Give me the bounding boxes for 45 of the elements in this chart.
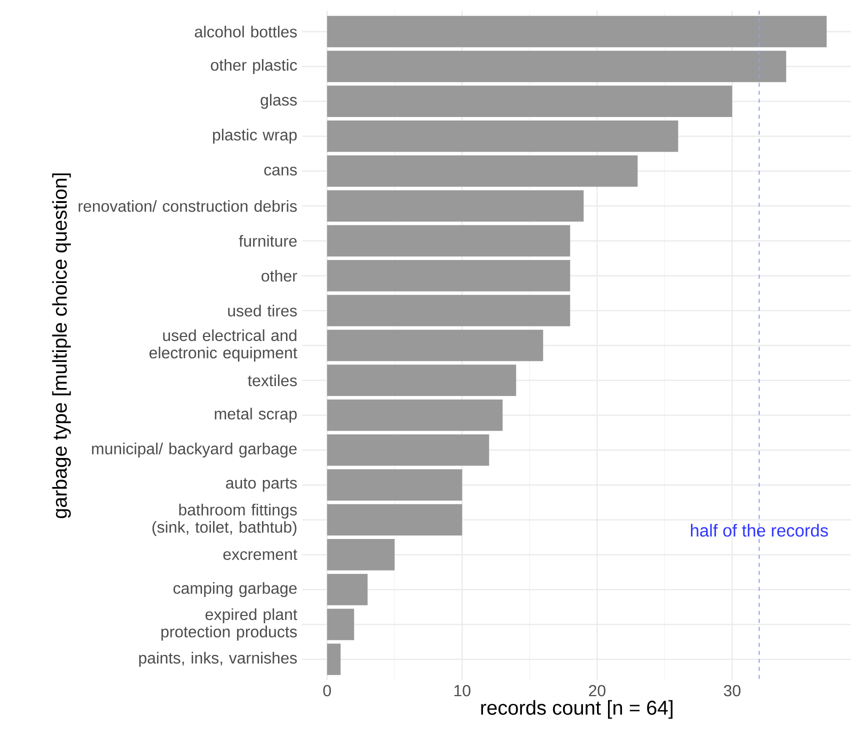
y-tick-label: renovation/ construction debris [78, 200, 297, 212]
bar [327, 330, 544, 362]
x-tick-label: 30 [724, 684, 740, 696]
y-tick-label: other [262, 270, 298, 282]
x-tick-label: 20 [589, 684, 606, 696]
y-tick-label: glass [260, 94, 297, 109]
y-tick-label: expired plant protection products [161, 608, 298, 640]
y-tick-label: other plastic [210, 58, 297, 74]
bar [327, 399, 503, 431]
bar [327, 120, 678, 152]
y-tick-label: furniture [238, 234, 297, 247]
y-tick-label: municipal/ backyard garbage [92, 442, 297, 458]
y-tick-label: paints, inks, varnishes [139, 652, 297, 667]
bar [327, 538, 395, 570]
ref-line-label: half of the records [690, 524, 828, 537]
bar [327, 574, 368, 606]
bar [327, 50, 786, 82]
bar [327, 644, 341, 675]
x-axis-title: records count [n = 64] [481, 700, 672, 719]
bar [327, 364, 516, 396]
bar [327, 434, 490, 466]
y-tick-label: used electrical and electronic equipment [149, 329, 298, 362]
y-tick-label: bathroom fittings (sink, toilet, bathtub) [152, 504, 297, 536]
y-tick-label: cans [264, 166, 297, 176]
y-tick-label: auto parts [226, 478, 297, 492]
bar [327, 469, 462, 501]
y-tick-label: plastic wrap [213, 128, 297, 144]
bar [327, 504, 462, 536]
bar [327, 16, 827, 48]
bar [327, 608, 354, 640]
y-tick-label: textiles [248, 374, 297, 386]
y-tick-label: excrement [223, 549, 298, 560]
bar [327, 190, 584, 222]
y-tick-label: metal scrap [214, 408, 297, 423]
y-tick-label: alcohol bottles [194, 26, 297, 38]
bar [327, 294, 570, 326]
y-tick-label: camping garbage [174, 582, 297, 597]
y-axis-title: garbage type [multiple choice question] [52, 173, 71, 518]
bar [327, 86, 732, 117]
bar [327, 225, 570, 256]
y-tick-label: used tires [228, 304, 297, 316]
x-tick-label: 10 [454, 684, 470, 696]
bar [327, 260, 570, 292]
x-tick-label: 0 [323, 684, 331, 696]
bar [327, 155, 638, 187]
